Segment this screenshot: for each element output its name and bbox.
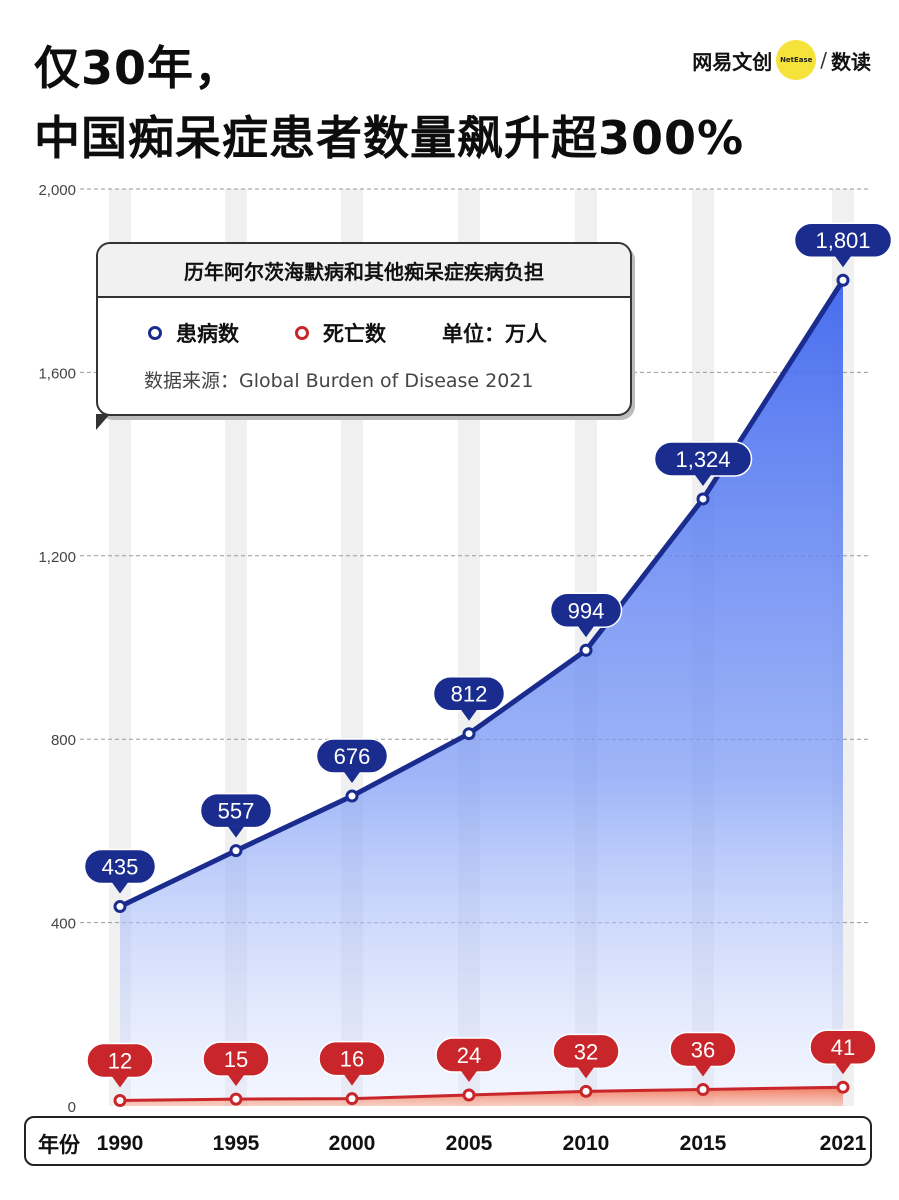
y-tick-label: 2,000: [38, 182, 76, 199]
callout-pointer: [344, 772, 360, 784]
patient-callout: 1,801: [793, 222, 893, 268]
deaths-dot-icon: [295, 326, 309, 340]
patient-callout: 1,324: [653, 441, 753, 486]
data-label: 12: [108, 1048, 132, 1073]
callout-pointer: [112, 882, 128, 894]
legend-row: 患病数 死亡数 单位：万人: [148, 318, 547, 348]
death-callout: 32: [552, 1033, 620, 1079]
x-tick-label: 2000: [329, 1132, 376, 1155]
data-label: 24: [457, 1043, 481, 1068]
patient-callout: 435: [83, 848, 157, 894]
data-label: 1,801: [815, 228, 870, 253]
death-callout: 16: [318, 1040, 386, 1086]
legend-unit: 单位：万人: [442, 322, 547, 346]
x-axis-prefix: 年份: [38, 1133, 80, 1157]
data-label: 16: [340, 1047, 364, 1072]
callout-pointer: [228, 826, 244, 838]
patient-point: [696, 492, 710, 506]
patients-area: [120, 280, 843, 1107]
callout-pointer: [578, 626, 594, 638]
death-callout: 36: [669, 1031, 737, 1077]
x-tick-label: 1990: [97, 1132, 144, 1155]
legend-box: 历年阿尔茨海默病和其他痴呆症疾病负担 患病数 死亡数 单位：万人 数据来源：Gl…: [96, 242, 632, 430]
death-callout: 41: [809, 1029, 877, 1075]
brand-separator: /: [820, 48, 827, 72]
callout-pointer: [835, 256, 851, 268]
callout-pointer: [695, 1065, 711, 1077]
legend-title: 历年阿尔茨海默病和其他痴呆症疾病负担: [98, 244, 630, 298]
patient-point: [345, 789, 359, 803]
callout-pointer: [835, 1063, 851, 1075]
callout-pointer: [344, 1074, 360, 1086]
death-callout: 24: [435, 1037, 503, 1082]
death-point: [345, 1092, 359, 1106]
patient-point: [462, 727, 476, 741]
death-point: [462, 1088, 476, 1102]
patient-callout: 676: [315, 738, 389, 784]
x-axis-bar: [24, 1116, 872, 1166]
death-callout: 15: [202, 1041, 270, 1087]
callout-pointer: [695, 474, 711, 486]
death-point: [229, 1092, 243, 1106]
death-callout: 12: [86, 1042, 154, 1088]
patient-point: [579, 643, 593, 657]
title-line-2: 中国痴呆症患者数量飙升超300%: [34, 111, 745, 165]
callout-pointer: [578, 1067, 594, 1079]
y-tick-label: 0: [68, 1099, 76, 1116]
patient-point: [836, 273, 850, 287]
callout-pointer: [461, 1070, 477, 1082]
data-label: 557: [218, 799, 255, 824]
y-tick-label: 1,600: [38, 365, 76, 382]
data-label: 812: [451, 682, 488, 707]
brand-badge: NetEase: [776, 40, 817, 80]
y-tick-label: 800: [51, 732, 76, 749]
death-point: [579, 1084, 593, 1098]
legend-item-deaths: 死亡数: [295, 318, 386, 348]
brand-section: 数读: [831, 49, 871, 74]
data-label: 994: [568, 598, 605, 623]
patient-callout: 557: [199, 792, 273, 838]
x-tick-label: 2015: [680, 1132, 727, 1155]
data-label: 32: [574, 1039, 598, 1064]
title-line-1: 仅30年，: [34, 41, 242, 95]
legend-label-deaths: 死亡数: [323, 322, 386, 346]
legend-item-patients: 患病数: [148, 318, 239, 348]
patient-callout: 812: [432, 675, 506, 721]
callout-pointer: [228, 1075, 244, 1087]
death-point: [836, 1080, 850, 1094]
brand-logo: 网易文创 NetEase / 数读: [692, 40, 871, 80]
legend-label-patients: 患病数: [176, 322, 239, 346]
y-tick-label: 400: [51, 916, 76, 933]
patient-point: [113, 900, 127, 914]
x-tick-label: 1995: [213, 1132, 260, 1155]
data-label: 435: [102, 855, 139, 880]
y-tick-label: 1,200: [38, 549, 76, 566]
data-label: 676: [334, 744, 371, 769]
patient-callout: 994: [549, 592, 623, 638]
data-label: 15: [224, 1047, 248, 1072]
legend-pointer: [96, 414, 110, 430]
x-tick-label: 2005: [446, 1132, 493, 1155]
callout-pointer: [112, 1076, 128, 1088]
brand-name: 网易文创: [692, 49, 773, 74]
callout-pointer: [461, 709, 477, 721]
death-point: [113, 1093, 127, 1107]
deaths-area: [120, 1087, 843, 1106]
x-tick-label: 2010: [563, 1132, 610, 1155]
data-label: 36: [691, 1037, 715, 1062]
data-label: 1,324: [675, 447, 730, 472]
patient-point: [229, 844, 243, 858]
patients-dot-icon: [148, 326, 162, 340]
death-point: [696, 1082, 710, 1096]
legend-source: 数据来源：Global Burden of Disease 2021: [144, 370, 534, 392]
x-tick-label: 2021: [820, 1132, 867, 1155]
data-label: 41: [831, 1035, 855, 1060]
